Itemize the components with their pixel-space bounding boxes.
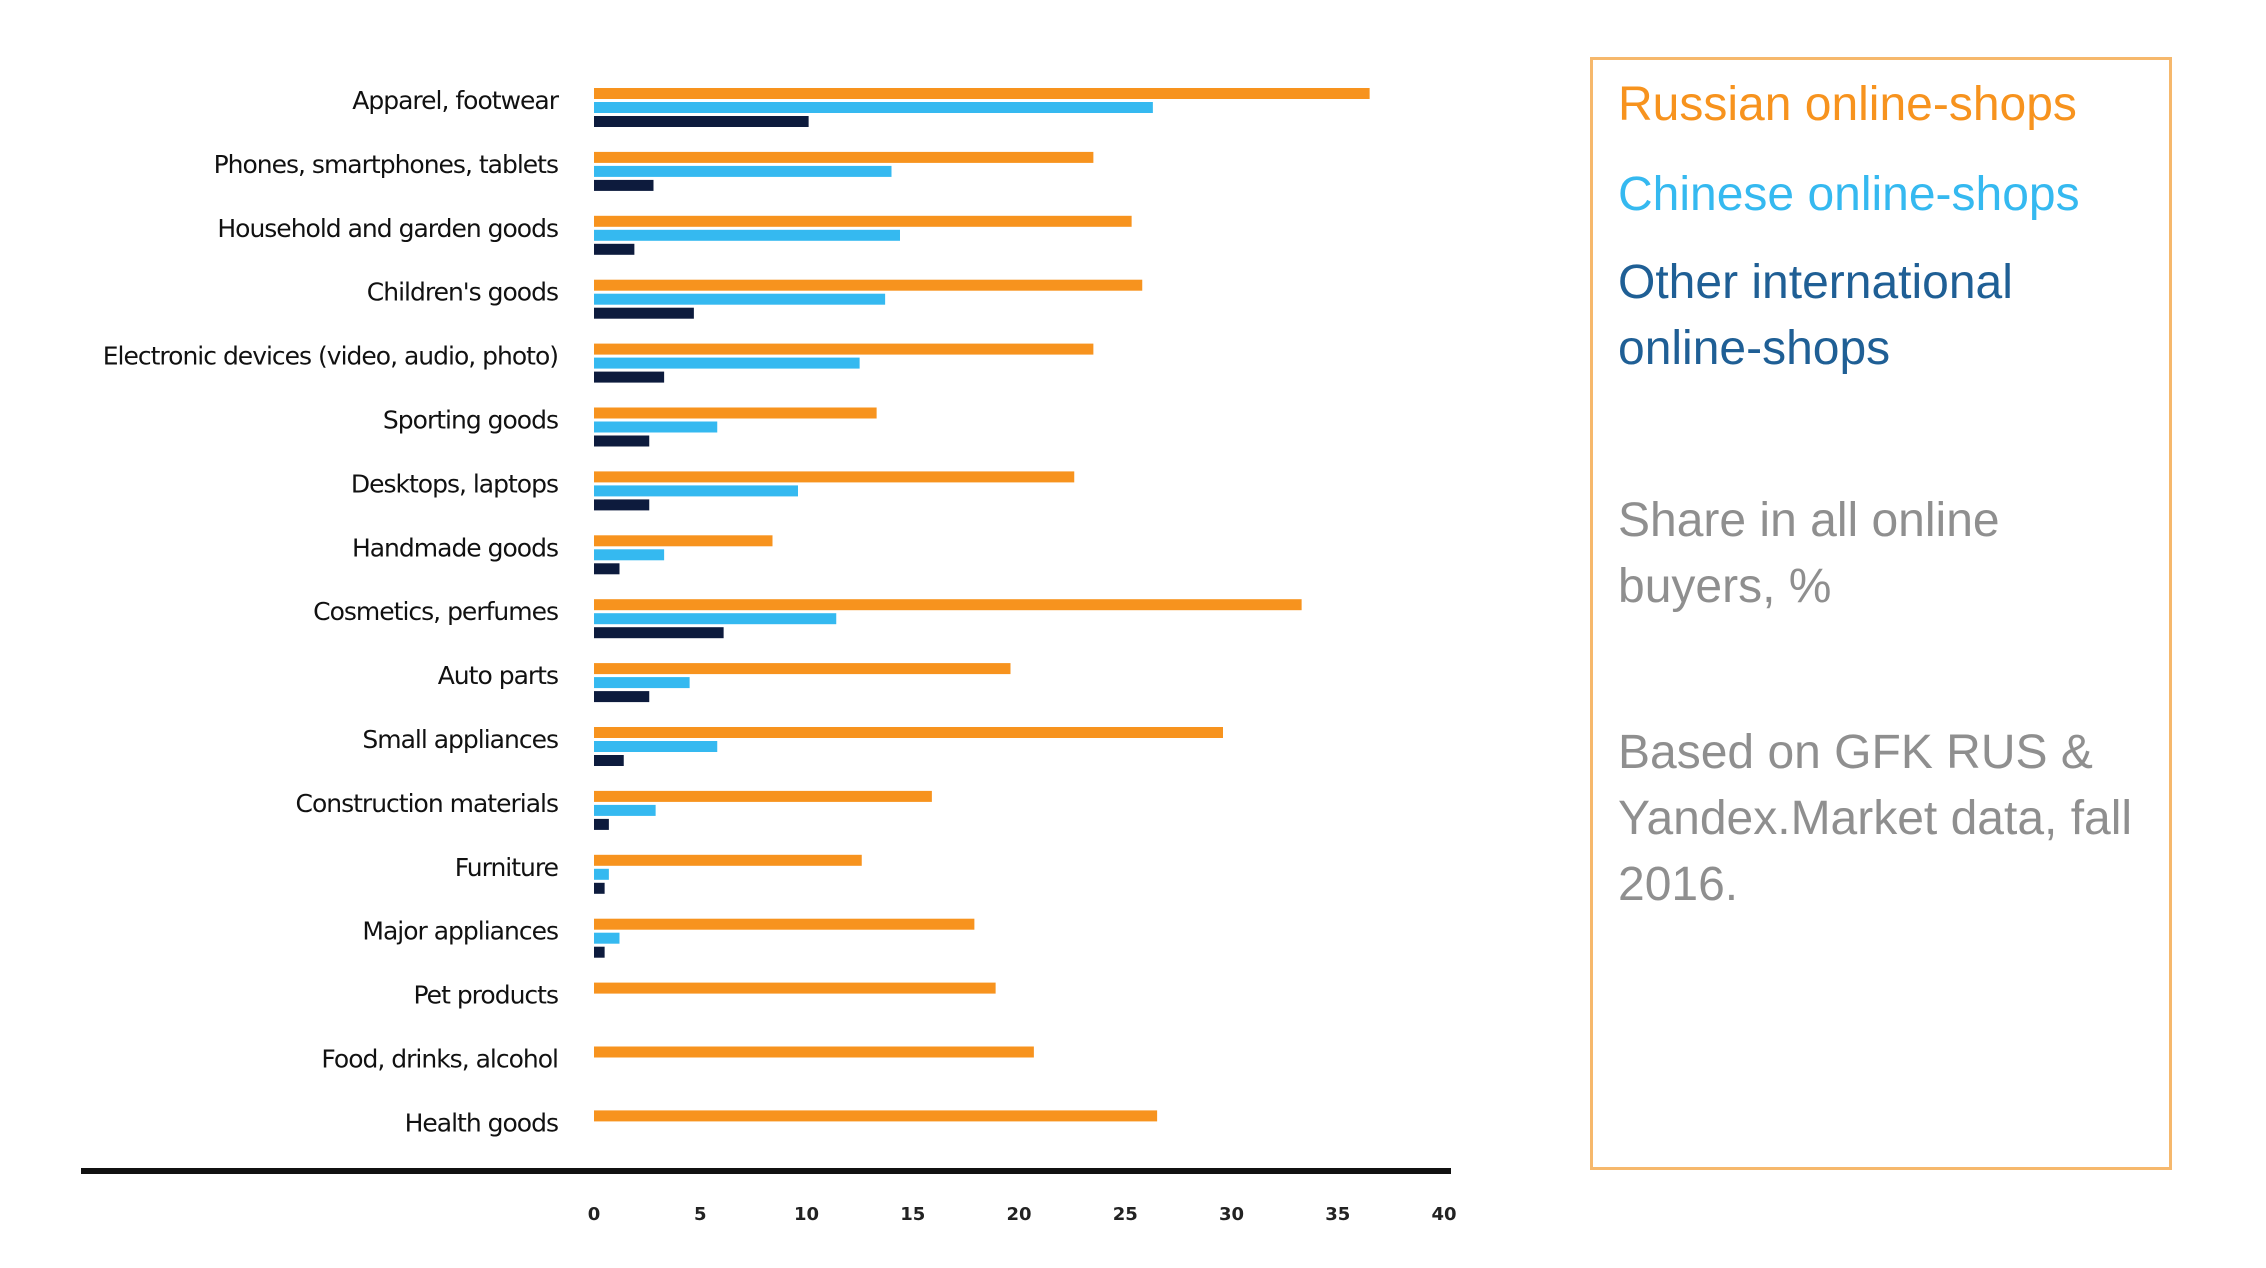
bar-other-international-online-shops: [594, 499, 650, 511]
bar-other-international-online-shops: [594, 563, 620, 575]
bar-russian-online-shops: [594, 535, 773, 547]
category-label: Electronic devices (video, audio, photo): [103, 342, 558, 371]
bar-other-international-online-shops: [594, 307, 694, 319]
legend-other-international-online-shops: Other international online-shops: [1618, 256, 2013, 375]
bar-russian-online-shops: [594, 88, 1370, 99]
bar-russian-online-shops: [594, 151, 1094, 163]
x-tick-label: 0: [588, 1204, 601, 1225]
bar-chinese-online-shops: [594, 868, 609, 880]
bar-russian-online-shops: [594, 982, 996, 994]
bar-chinese-online-shops: [594, 485, 798, 497]
bar-chinese-online-shops: [594, 613, 837, 625]
share-note: Share in all online buyers, %: [1618, 494, 2000, 613]
x-tick-labels: 0 5 10 15 20 25 30 35 40: [588, 1204, 1457, 1225]
bar-russian-online-shops: [594, 918, 975, 930]
bar-other-international-online-shops: [594, 435, 650, 447]
x-tick-label: 30: [1219, 1204, 1244, 1225]
category-label: Phones, smartphones, tablets: [214, 150, 558, 179]
category-label: Construction materials: [296, 789, 559, 818]
bar-chinese-online-shops: [594, 677, 690, 689]
category-labels: Apparel, footwear Phones, smartphones, ta…: [103, 86, 561, 1137]
bar-chinese-online-shops: [594, 357, 860, 369]
legend-panel: Russian online-shops Chinese online-shop…: [1590, 57, 2172, 1170]
bar-russian-online-shops: [594, 790, 932, 802]
bar-other-international-online-shops: [594, 371, 665, 383]
x-tick-label: 15: [900, 1204, 925, 1225]
category-label: Sporting goods: [383, 406, 558, 435]
bar-russian-online-shops: [594, 663, 1011, 675]
bar-russian-online-shops: [594, 599, 1302, 611]
bar-russian-online-shops: [594, 471, 1075, 483]
bar-other-international-online-shops: [594, 179, 654, 191]
x-tick-label: 5: [694, 1204, 707, 1225]
bar-chinese-online-shops: [594, 804, 656, 816]
bar-russian-online-shops: [594, 407, 877, 419]
bar-other-international-online-shops: [594, 755, 624, 766]
bar-chinese-online-shops: [594, 102, 1153, 113]
bar-other-international-online-shops: [594, 946, 605, 958]
bar-chinese-online-shops: [594, 549, 665, 561]
source-note: Based on GFK RUS & Yandex.Market data, f…: [1618, 726, 2133, 911]
category-label: Household and garden goods: [217, 214, 558, 243]
bar-chinese-online-shops: [594, 741, 718, 752]
bar-russian-online-shops: [594, 343, 1094, 355]
category-label: Apparel, footwear: [352, 86, 559, 115]
bar-chinese-online-shops: [594, 293, 886, 305]
category-label: Cosmetics, perfumes: [313, 597, 558, 626]
category-label: Health goods: [405, 1108, 558, 1137]
category-label: Children's goods: [367, 278, 558, 307]
category-label: Food, drinks, alcohol: [321, 1045, 558, 1074]
category-label: Furniture: [455, 853, 559, 882]
bar-russian-online-shops: [594, 1110, 1158, 1122]
x-tick-label: 10: [794, 1204, 819, 1225]
bar-other-international-online-shops: [594, 691, 650, 703]
legend-russian-online-shops: Russian online-shops: [1618, 78, 2077, 131]
bar-russian-online-shops: [594, 727, 1223, 738]
x-tick-label: 40: [1431, 1204, 1456, 1225]
bar-russian-online-shops: [594, 1046, 1034, 1058]
bar-chinese-online-shops: [594, 165, 892, 177]
bar-other-international-online-shops: [594, 243, 635, 255]
category-label: Major appliances: [362, 917, 558, 946]
bar-chinese-online-shops: [594, 932, 620, 944]
category-label: Pet products: [414, 981, 559, 1010]
bar-russian-online-shops: [594, 854, 862, 866]
legend-chinese-online-shops: Chinese online-shops: [1618, 168, 2080, 221]
x-tick-label: 20: [1006, 1204, 1031, 1225]
bar-chinese-online-shops: [594, 229, 900, 241]
category-label: Desktops, laptops: [351, 469, 558, 498]
bar-other-international-online-shops: [594, 818, 609, 830]
bar-russian-online-shops: [594, 215, 1132, 227]
x-tick-label: 25: [1113, 1204, 1138, 1225]
bar-other-international-online-shops: [594, 627, 724, 639]
category-label: Handmade goods: [352, 533, 558, 562]
bar-other-international-online-shops: [594, 116, 809, 127]
bar-chinese-online-shops: [594, 421, 718, 433]
x-tick-label: 35: [1325, 1204, 1350, 1225]
bar-other-international-online-shops: [594, 882, 605, 894]
category-label: Auto parts: [438, 661, 558, 690]
bars: [594, 88, 1370, 1122]
category-label: Small appliances: [362, 725, 558, 754]
bar-russian-online-shops: [594, 279, 1143, 291]
